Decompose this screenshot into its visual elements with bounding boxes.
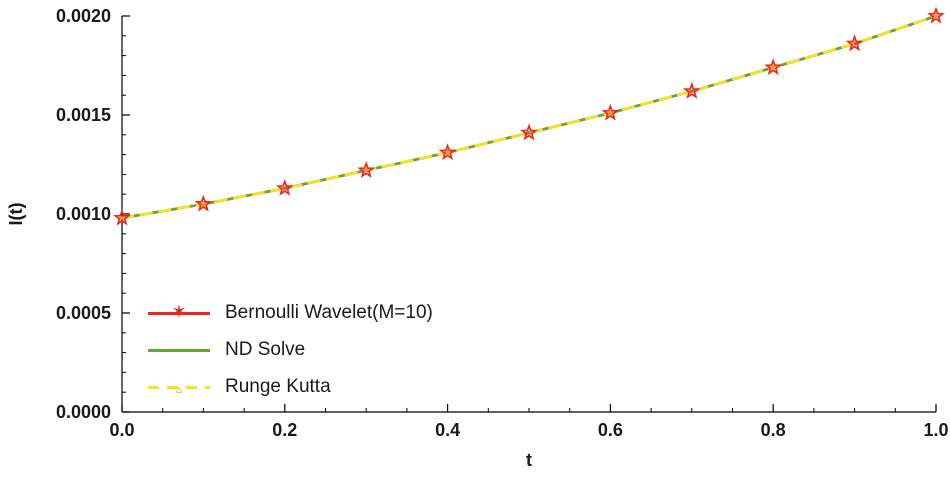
legend: ✶ Bernoulli Wavelet(M=10) ND Solve ▵ Run… — [148, 294, 433, 405]
red-line-sample — [148, 311, 210, 315]
x-axis-label: t — [526, 450, 532, 470]
x-tick-label: 0.0 — [109, 420, 134, 440]
star-data-marker — [194, 194, 213, 212]
legend-label: Bernoulli Wavelet(M=10) — [225, 301, 433, 323]
x-tick-label: 0.2 — [272, 420, 297, 440]
x-tick-label: 1.0 — [923, 420, 948, 440]
y-tick-label: 0.0005 — [56, 303, 111, 323]
star-data-marker — [764, 58, 783, 75]
legend-item-nd-solve: ND Solve — [148, 331, 433, 368]
y-tick-label: 0.0000 — [56, 402, 111, 422]
x-tick-label: 0.8 — [761, 420, 786, 440]
legend-item-bernoulli-wavelet: ✶ Bernoulli Wavelet(M=10) — [148, 294, 433, 331]
star-data-marker — [682, 81, 701, 99]
y-axis-label: I(t) — [6, 203, 26, 226]
series-line-nd-solve — [120, 14, 938, 220]
triangle-marker-icon: ▵ — [175, 380, 183, 396]
y-tick-label: 0.0015 — [56, 105, 111, 125]
star-data-marker — [927, 6, 945, 24]
x-tick-label: 0.4 — [435, 420, 460, 440]
legend-label: Runge Kutta — [225, 375, 331, 397]
star-data-marker — [438, 143, 457, 161]
x-tick-label: 0.6 — [598, 420, 623, 440]
legend-line-sample — [148, 339, 210, 361]
series-line-bernoulli-wavelet-m-10- — [120, 14, 938, 220]
legend-label: ND Solve — [225, 338, 306, 360]
star-data-marker — [113, 208, 131, 226]
legend-line-sample: ✶ — [148, 302, 210, 324]
legend-line-sample: ▵ — [148, 376, 210, 398]
star-data-marker — [520, 123, 538, 141]
yellow-dashed-line-sample — [148, 385, 210, 389]
y-tick-label: 0.0010 — [56, 204, 111, 224]
star-marker-icon: ✶ — [171, 301, 187, 323]
y-tick-label: 0.0020 — [56, 6, 111, 26]
legend-item-runge-kutta: ▵ Runge Kutta — [148, 368, 433, 405]
series-line-runge-kutta — [120, 14, 938, 220]
star-data-marker — [601, 103, 620, 121]
star-data-marker — [845, 34, 864, 52]
star-data-marker — [357, 161, 376, 178]
green-line-sample — [148, 348, 210, 352]
star-data-marker — [275, 178, 294, 196]
